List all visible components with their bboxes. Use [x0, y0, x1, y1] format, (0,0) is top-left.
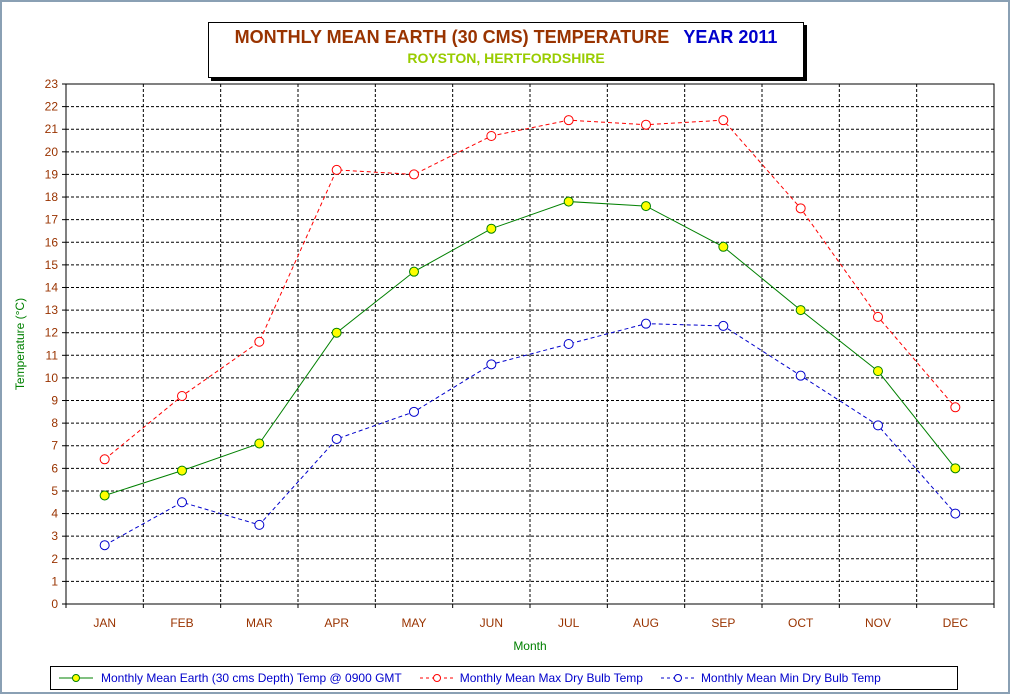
data-point-max — [409, 169, 419, 180]
y-tick-label: 16 — [45, 235, 59, 249]
data-point-max — [873, 311, 883, 322]
y-tick-label: 10 — [45, 371, 59, 385]
chart-year: YEAR 2011 — [683, 27, 778, 47]
y-tick-label: 9 — [51, 394, 58, 408]
data-point-max — [950, 402, 961, 413]
data-point-earth — [950, 463, 961, 474]
y-tick-label: 6 — [51, 461, 58, 475]
y-tick-label: 15 — [45, 258, 59, 272]
chart-title: MONTHLY MEAN EARTH (30 CMS) TEMPERATURE — [234, 27, 670, 47]
y-tick-label: 23 — [45, 77, 59, 91]
chart-legend: Monthly Mean Earth (30 cms Depth) Temp @… — [50, 666, 958, 690]
chart-title-box: MONTHLY MEAN EARTH (30 CMS) TEMPERATURE Y… — [208, 22, 804, 78]
x-tick-label: AUG — [633, 616, 659, 630]
y-tick-label: 0 — [51, 597, 58, 611]
series-line-max — [104, 119, 956, 460]
y-tick-label: 3 — [51, 529, 58, 543]
legend-marker-max — [419, 674, 454, 682]
data-point-earth — [254, 438, 265, 449]
data-point-earth — [718, 241, 729, 252]
series-line-earth — [104, 201, 956, 496]
data-point-max — [254, 336, 265, 347]
series-line-min — [104, 323, 956, 546]
data-point-earth — [177, 465, 187, 476]
legend-item-max: Monthly Mean Max Dry Bulb Temp — [402, 671, 643, 685]
x-tick-label: SEP — [711, 616, 735, 630]
x-tick-label: MAR — [246, 616, 273, 630]
x-tick-label: DEC — [943, 616, 969, 630]
data-point-earth — [486, 223, 497, 234]
x-tick-label: OCT — [788, 616, 814, 630]
legend-item-min: Monthly Mean Min Dry Bulb Temp — [643, 671, 881, 685]
data-point-min — [873, 420, 883, 431]
legend-label-max: Monthly Mean Max Dry Bulb Temp — [459, 671, 643, 685]
chart-subtitle: ROYSTON, HERTFORDSHIRE — [407, 50, 605, 66]
data-point-max — [795, 203, 806, 214]
legend-marker-min — [660, 674, 695, 682]
y-tick-label: 20 — [45, 145, 59, 159]
data-point-min — [409, 406, 419, 417]
legend-marker-earth — [59, 674, 93, 682]
data-point-max — [718, 115, 729, 126]
data-point-earth — [795, 305, 806, 316]
x-tick-label: JUL — [558, 616, 580, 630]
data-point-min — [950, 508, 961, 519]
y-tick-label: 13 — [45, 303, 59, 317]
y-tick-label: 8 — [51, 416, 58, 430]
x-axis-title: Month — [513, 639, 546, 653]
y-axis-title: Temperature (°C) — [13, 298, 27, 390]
legend-label-min: Monthly Mean Min Dry Bulb Temp — [700, 671, 881, 685]
y-tick-label: 5 — [51, 484, 58, 498]
chart-title-line: MONTHLY MEAN EARTH (30 CMS) TEMPERATURE Y… — [209, 27, 803, 48]
y-tick-label: 21 — [45, 122, 59, 136]
y-tick-label: 4 — [51, 507, 58, 521]
data-point-min — [177, 497, 187, 508]
y-tick-label: 22 — [45, 100, 59, 114]
data-point-earth — [641, 201, 651, 212]
data-point-min — [254, 519, 265, 530]
data-point-earth — [331, 327, 342, 338]
y-tick-label: 18 — [45, 190, 59, 204]
x-tick-label: FEB — [170, 616, 193, 630]
x-tick-label: JAN — [93, 616, 116, 630]
data-point-earth — [409, 266, 419, 277]
y-tick-label: 19 — [45, 167, 59, 181]
x-tick-label: NOV — [865, 616, 891, 630]
data-point-max — [486, 131, 497, 141]
data-point-max — [331, 164, 342, 175]
data-point-min — [563, 339, 574, 349]
data-point-min — [486, 359, 497, 370]
y-tick-label: 17 — [45, 213, 59, 227]
data-point-min — [795, 370, 806, 381]
data-point-min — [641, 318, 651, 329]
x-tick-label: APR — [324, 616, 349, 630]
data-point-earth — [873, 366, 883, 377]
y-tick-label: 7 — [51, 439, 58, 453]
legend-item-earth: Monthly Mean Earth (30 cms Depth) Temp @… — [51, 671, 402, 685]
data-point-min — [718, 320, 729, 331]
data-point-max — [177, 391, 187, 401]
y-tick-label: 1 — [51, 574, 58, 588]
data-point-earth — [563, 196, 574, 207]
data-point-max — [641, 119, 651, 130]
y-tick-label: 14 — [45, 280, 59, 294]
x-tick-label: MAY — [401, 616, 426, 630]
data-point-max — [99, 454, 110, 465]
y-tick-label: 12 — [45, 326, 59, 340]
legend-label-earth: Monthly Mean Earth (30 cms Depth) Temp @… — [101, 671, 402, 685]
data-point-min — [99, 540, 110, 551]
data-point-max — [563, 115, 574, 126]
y-tick-label: 2 — [51, 552, 58, 566]
data-point-earth — [99, 490, 110, 501]
x-tick-label: JUN — [480, 616, 503, 630]
data-point-min — [331, 433, 342, 444]
y-tick-label: 11 — [46, 348, 59, 362]
